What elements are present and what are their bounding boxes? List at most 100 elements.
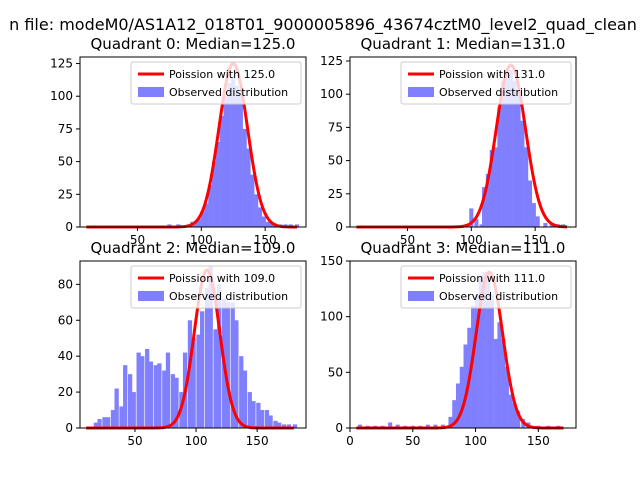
- histogram-bar-18: [543, 223, 548, 227]
- x-tick-label: 150: [524, 233, 547, 247]
- y-tick-label: 60: [58, 313, 73, 327]
- histogram-bar-2: [479, 224, 484, 227]
- histogram-bar-13: [520, 120, 525, 227]
- panel-title: Quadrant 3: Median=111.0: [361, 239, 566, 257]
- y-tick-label: 75: [58, 122, 73, 136]
- histogram-bar-9: [212, 161, 217, 227]
- histogram-bar-37: [251, 401, 256, 428]
- histogram-bar-12: [223, 96, 228, 227]
- histogram-bar-24: [493, 338, 498, 428]
- y-tick-label: 50: [328, 365, 343, 379]
- histogram-bar-24: [196, 334, 201, 428]
- histogram-bar-22: [187, 320, 193, 428]
- histogram-bar-7: [204, 203, 209, 227]
- legend-box: [130, 61, 302, 105]
- histogram-bar-10: [433, 424, 438, 428]
- histogram-bar-13: [452, 400, 457, 428]
- histogram-bar-6: [119, 406, 124, 428]
- y-tick-label: 125: [50, 57, 73, 71]
- chart-panel-2: Quadrant 2: Median=109.0 50 100 150 0 20 40 60 8…: [58, 239, 307, 448]
- y-tick-label: 25: [58, 187, 73, 201]
- legend-bar-swatch: [408, 291, 434, 301]
- histogram-bar-6: [493, 147, 498, 227]
- histogram-bar-41: [268, 415, 273, 428]
- histogram-bar-15: [527, 180, 533, 227]
- histogram-bar-16: [162, 370, 167, 428]
- legend-box: [400, 265, 572, 309]
- histogram-bar-11: [219, 115, 224, 227]
- histogram-bar-4: [194, 221, 199, 227]
- histogram-bar-3: [105, 417, 111, 428]
- histogram-bar-28: [508, 394, 513, 428]
- y-tick-label: 50: [58, 155, 73, 169]
- histogram-bar-20: [478, 277, 483, 428]
- axes-frame: [79, 56, 307, 228]
- histogram-bar-13: [148, 361, 153, 428]
- histogram-bar-42: [273, 420, 278, 428]
- histogram-bar-17: [535, 216, 540, 227]
- histogram-bar-38: [256, 402, 261, 428]
- histogram-bar-23: [191, 338, 196, 428]
- legend-box: [130, 265, 302, 309]
- histogram-bar-11: [140, 356, 145, 428]
- legend-bar-swatch: [408, 87, 434, 97]
- legend-label-line: Poission with 109.0: [169, 272, 275, 285]
- histogram-bar-29: [295, 224, 300, 227]
- histogram-bar-0: [469, 208, 474, 227]
- y-tick-label: 150: [320, 254, 343, 268]
- histogram-bar-18: [170, 374, 175, 428]
- histogram-bar-14: [231, 76, 236, 227]
- legend-bar-swatch: [138, 291, 164, 301]
- x-tick-label: 100: [460, 233, 483, 247]
- y-tick-label: 100: [50, 89, 73, 103]
- histogram-bar-14: [524, 147, 529, 227]
- y-tick-label: 0: [65, 421, 73, 435]
- axes-frame: [349, 56, 577, 228]
- histogram-bars: [469, 70, 566, 227]
- histogram-bar-19: [549, 224, 554, 227]
- histogram-bar-12: [145, 348, 150, 428]
- histogram-bar-22: [261, 216, 266, 227]
- x-tick-label: 150: [246, 434, 269, 448]
- legend-label-hist: Observed distribution: [439, 290, 558, 303]
- histogram-bar-25: [200, 311, 205, 428]
- histogram-bar-34: [239, 356, 244, 428]
- y-tick-label: 0: [335, 220, 343, 234]
- histogram-bar-28: [213, 329, 218, 428]
- y-tick-label: 0: [335, 421, 343, 435]
- y-tick-label: 50: [328, 154, 343, 168]
- histogram-bar-27: [504, 366, 509, 428]
- histogram-bar-4: [485, 173, 490, 227]
- legend-label-hist: Observed distribution: [169, 86, 288, 99]
- y-tick-label: 125: [320, 54, 343, 68]
- axes-frame: [79, 260, 307, 429]
- histogram-bar-1: [474, 219, 479, 227]
- axes-frame: [349, 260, 577, 429]
- histogram-bar-5: [196, 219, 201, 227]
- x-tick-label: 0: [346, 434, 354, 448]
- histogram-bar-27: [208, 266, 213, 428]
- histogram-bar-2: [102, 417, 107, 428]
- histogram-bar-20: [254, 194, 259, 227]
- histogram-bars: [358, 272, 561, 428]
- y-tick-label: 0: [65, 220, 73, 234]
- panel-title: Quadrant 2: Median=109.0: [91, 239, 296, 257]
- histogram-bar-45: [286, 424, 292, 428]
- x-tick-label: 50: [405, 434, 420, 448]
- histogram-bar-9: [505, 74, 510, 227]
- histogram-bar-12: [448, 416, 453, 428]
- histogram-bar-12: [516, 94, 521, 227]
- histogram-bar-35: [242, 370, 248, 428]
- histogram-bar-17: [165, 352, 171, 428]
- histogram-bars: [167, 76, 300, 228]
- histogram-bar-15: [157, 363, 162, 428]
- x-tick-label: 150: [527, 434, 550, 448]
- legend-box: [400, 61, 572, 105]
- histogram-bar-22: [486, 272, 491, 428]
- histogram-bar-15: [235, 85, 240, 228]
- histogram-bar-24: [269, 223, 274, 227]
- x-tick-label: 50: [127, 434, 142, 448]
- y-tick-label: 80: [58, 277, 73, 291]
- histogram-bar-29: [217, 284, 222, 428]
- histogram-bar-0: [358, 424, 363, 428]
